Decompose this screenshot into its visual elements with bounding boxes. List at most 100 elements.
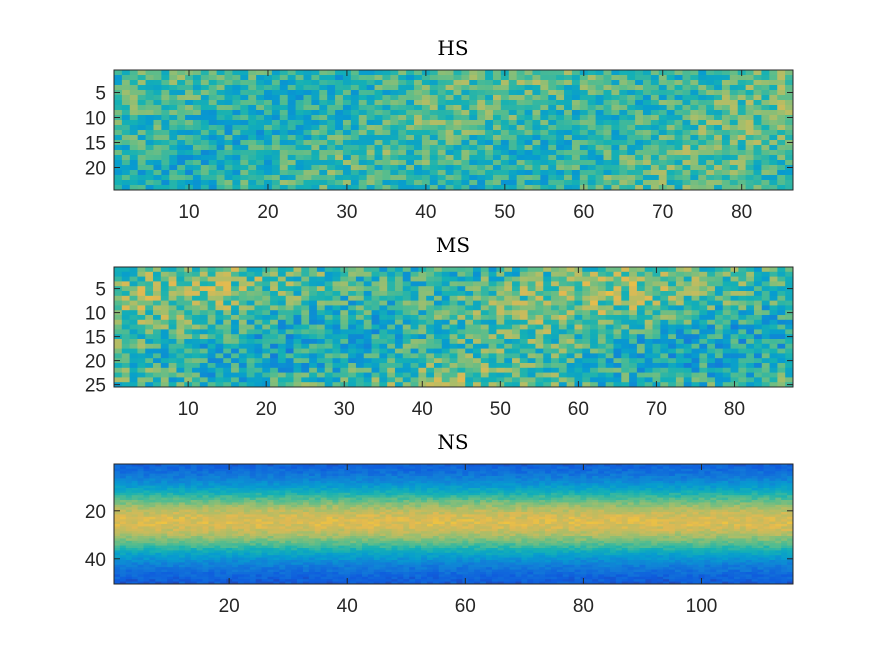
- heatmap-cell-hs: [516, 185, 525, 191]
- heatmap-cell-ns: [627, 468, 634, 472]
- heatmap-cell-ms: [769, 300, 778, 306]
- heatmap-cell-ms: [605, 319, 614, 325]
- heatmap-cell-ns: [474, 471, 481, 474]
- heatmap-cell-ns: [485, 466, 493, 470]
- heatmap-cell-hs: [508, 175, 518, 181]
- heatmap-cell-hs: [532, 160, 541, 166]
- heatmap-cell-hs: [516, 155, 525, 161]
- heatmap-cell-hs: [469, 180, 478, 186]
- heatmap-cell-ns: [562, 471, 570, 474]
- heatmap-cell-ms: [566, 300, 575, 306]
- heatmap-cell-ms: [238, 363, 248, 369]
- heatmap-cell-hs: [390, 70, 399, 76]
- heatmap-cell-ms: [324, 329, 333, 335]
- heatmap-cell-hs: [208, 180, 218, 186]
- heatmap-cell-ns: [426, 468, 434, 472]
- heatmap-cell-ns: [237, 468, 245, 472]
- heatmap-cell-ns: [202, 464, 209, 467]
- heatmap-cell-hs: [224, 185, 233, 191]
- heatmap-cell-ms: [129, 329, 138, 335]
- heatmap-cell-ms: [683, 281, 692, 287]
- heatmap-cell-ns: [674, 468, 682, 472]
- heatmap-cell-hs: [121, 155, 131, 161]
- heatmap-cell-hs: [761, 160, 770, 166]
- heatmap-cell-ns: [609, 473, 617, 477]
- heatmap-cell-hs: [303, 180, 312, 186]
- heatmap-cell-hs: [737, 155, 747, 161]
- heatmap-cell-ms: [441, 267, 450, 273]
- heatmap-cell-ns: [775, 466, 782, 470]
- heatmap-cell-ms: [551, 334, 560, 340]
- heatmap-cell-hs: [256, 175, 265, 181]
- heatmap-cell-ms: [519, 310, 529, 316]
- heatmap-cell-hs: [382, 110, 391, 116]
- heatmap-cell-ms: [714, 319, 724, 325]
- heatmap-cell-hs: [350, 145, 360, 151]
- heatmap-cell-hs: [335, 125, 344, 131]
- heatmap-cell-hs: [390, 105, 399, 111]
- heatmap-cell-hs: [153, 125, 162, 131]
- heatmap-cell-ms: [192, 343, 201, 349]
- heatmap-cell-hs: [185, 145, 194, 151]
- heatmap-cell-hs: [564, 130, 573, 136]
- heatmap-cell-ms: [746, 300, 755, 306]
- heatmap-cell-hs: [358, 150, 368, 156]
- heatmap-cell-ms: [574, 315, 583, 321]
- heatmap-cell-ns: [474, 468, 481, 472]
- heatmap-cell-hs: [192, 180, 202, 186]
- heatmap-cell-ms: [316, 348, 326, 354]
- heatmap-cell-ms: [699, 276, 708, 282]
- heatmap-cell-ms: [644, 372, 653, 378]
- heatmap-cell-ms: [160, 291, 170, 297]
- heatmap-cell-ms: [402, 377, 411, 383]
- heatmap-cell-hs: [342, 135, 352, 141]
- heatmap-cell-ms: [231, 305, 240, 311]
- heatmap-cell-ms: [114, 319, 123, 325]
- heatmap-cell-hs: [295, 70, 304, 76]
- heatmap-cell-hs: [366, 145, 375, 151]
- heatmap-cell-ms: [504, 353, 513, 359]
- heatmap-cell-ms: [512, 348, 521, 354]
- heatmap-cell-ms: [199, 267, 209, 273]
- heatmap-cell-ms: [675, 319, 685, 325]
- heatmap-cell-hs: [627, 70, 636, 76]
- heatmap-cell-ms: [535, 286, 544, 292]
- heatmap-cell-ms: [699, 372, 708, 378]
- heatmap-cell-ms: [387, 348, 396, 354]
- heatmap-cell-ms: [730, 286, 739, 292]
- heatmap-cell-hs: [721, 120, 731, 126]
- heatmap-cell-ms: [668, 339, 677, 345]
- heatmap-cell-ns: [373, 464, 381, 467]
- heatmap-cell-ms: [551, 315, 560, 321]
- heatmap-cell-hs: [240, 105, 249, 111]
- heatmap-cell-ms: [730, 348, 739, 354]
- heatmap-cell-hs: [279, 165, 289, 171]
- heatmap-cell-hs: [161, 70, 170, 76]
- heatmap-cell-hs: [469, 85, 478, 91]
- heatmap-cell-ms: [270, 310, 279, 316]
- heatmap-cell-hs: [611, 115, 620, 121]
- heatmap-cell-ns: [592, 476, 599, 479]
- heatmap-cell-ms: [652, 329, 661, 335]
- heatmap-cell-ms: [691, 367, 700, 373]
- heatmap-cell-ns: [403, 464, 410, 467]
- heatmap-cell-hs: [200, 170, 210, 176]
- heatmap-cell-hs: [264, 140, 273, 146]
- heatmap-cell-ms: [231, 300, 240, 306]
- heatmap-cell-hs: [492, 160, 502, 166]
- heatmap-cell-ms: [699, 343, 708, 349]
- heatmap-cell-hs: [682, 75, 691, 81]
- heatmap-cell-ms: [769, 319, 778, 325]
- heatmap-cell-hs: [169, 135, 178, 141]
- heatmap-cell-ns: [409, 466, 416, 470]
- heatmap-cell-ms: [168, 291, 177, 297]
- heatmap-cell-hs: [192, 85, 202, 91]
- heatmap-cell-hs: [137, 180, 146, 186]
- heatmap-cell-hs: [390, 145, 399, 151]
- heatmap-cell-ms: [418, 348, 427, 354]
- heatmap-cell-ns: [332, 476, 339, 479]
- heatmap-cell-ms: [145, 295, 154, 301]
- heatmap-cell-ms: [246, 377, 255, 383]
- heatmap-cell-hs: [500, 160, 510, 166]
